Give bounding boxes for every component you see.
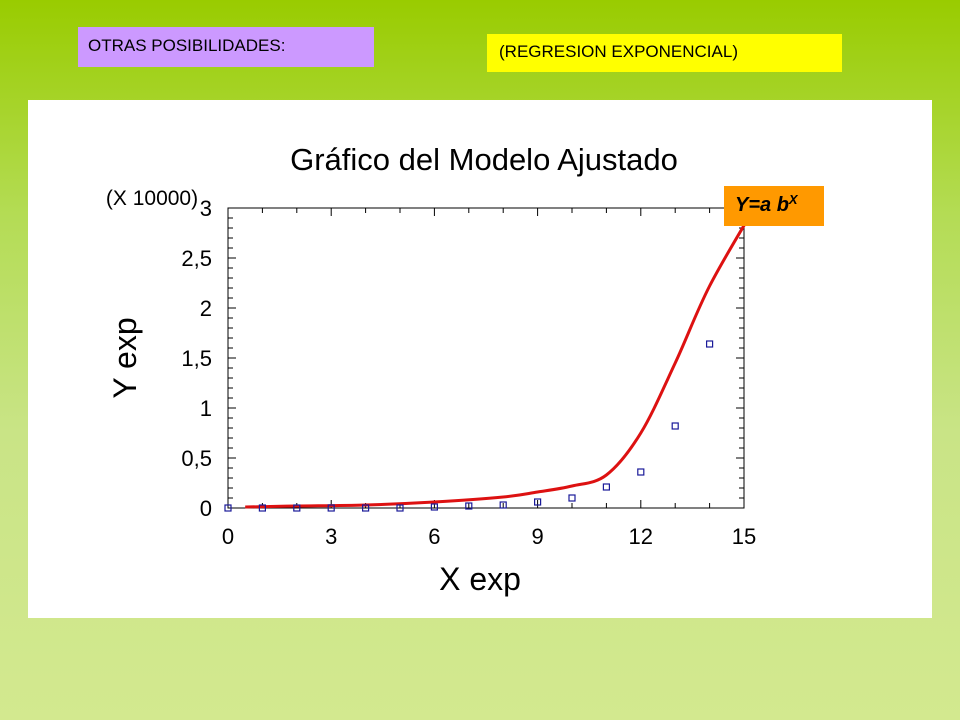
y-axis-label: Y exp bbox=[107, 317, 143, 398]
data-point bbox=[293, 504, 301, 512]
x-tick-label: 9 bbox=[531, 524, 543, 549]
y-tick-label: 1 bbox=[200, 396, 212, 421]
data-point bbox=[224, 504, 232, 512]
x-tick-label: 3 bbox=[325, 524, 337, 549]
chart: Gráfico del Modelo Ajustado (X 10000) 0 3… bbox=[106, 142, 756, 597]
regresion-exponencial-label: (REGRESION EXPONENCIAL) bbox=[487, 34, 842, 72]
data-points bbox=[224, 340, 714, 512]
data-point bbox=[465, 502, 473, 510]
data-point bbox=[396, 504, 404, 512]
y-tick-label: 0 bbox=[200, 496, 212, 521]
data-point bbox=[499, 501, 507, 509]
y-tick-labels: 0 0,5 1 1,5 2 2,5 3 bbox=[181, 196, 212, 521]
formula-badge: Y=a bX bbox=[724, 186, 824, 226]
formula-exponent: X bbox=[788, 192, 798, 207]
y-tick-label: 2 bbox=[200, 296, 212, 321]
data-point bbox=[568, 494, 576, 502]
plot-frame bbox=[227, 207, 745, 509]
data-point bbox=[430, 503, 438, 511]
tick-marks bbox=[227, 207, 745, 509]
data-point bbox=[534, 498, 542, 506]
formula-text: Y=a b bbox=[735, 194, 789, 216]
data-point bbox=[637, 468, 645, 476]
y-tick-label: 3 bbox=[200, 196, 212, 221]
x-tick-label: 12 bbox=[629, 524, 653, 549]
data-point bbox=[705, 340, 714, 348]
chart-panel: Gráfico del Modelo Ajustado (X 10000) 0 3… bbox=[28, 100, 932, 618]
y-tick-label: 2,5 bbox=[181, 246, 212, 271]
y-tick-label: 0,5 bbox=[181, 446, 212, 471]
data-point bbox=[258, 504, 266, 512]
axes bbox=[227, 207, 745, 509]
x-tick-label: 0 bbox=[222, 524, 234, 549]
chart-title: Gráfico del Modelo Ajustado bbox=[290, 142, 678, 177]
y-tick-label: 1,5 bbox=[181, 346, 212, 371]
data-point bbox=[327, 504, 335, 512]
data-point bbox=[671, 422, 679, 430]
data-point bbox=[602, 483, 611, 491]
x-tick-label: 6 bbox=[428, 524, 440, 549]
otras-posibilidades-label: OTRAS POSIBILIDADES: bbox=[78, 27, 374, 67]
x-tick-labels: 0 3 6 9 12 15 bbox=[222, 524, 756, 549]
y-multiplier-label: (X 10000) bbox=[106, 187, 198, 210]
data-point bbox=[362, 504, 370, 512]
fitted-curve bbox=[245, 207, 756, 509]
x-tick-label: 15 bbox=[732, 524, 756, 549]
x-axis-label: X exp bbox=[439, 561, 521, 597]
